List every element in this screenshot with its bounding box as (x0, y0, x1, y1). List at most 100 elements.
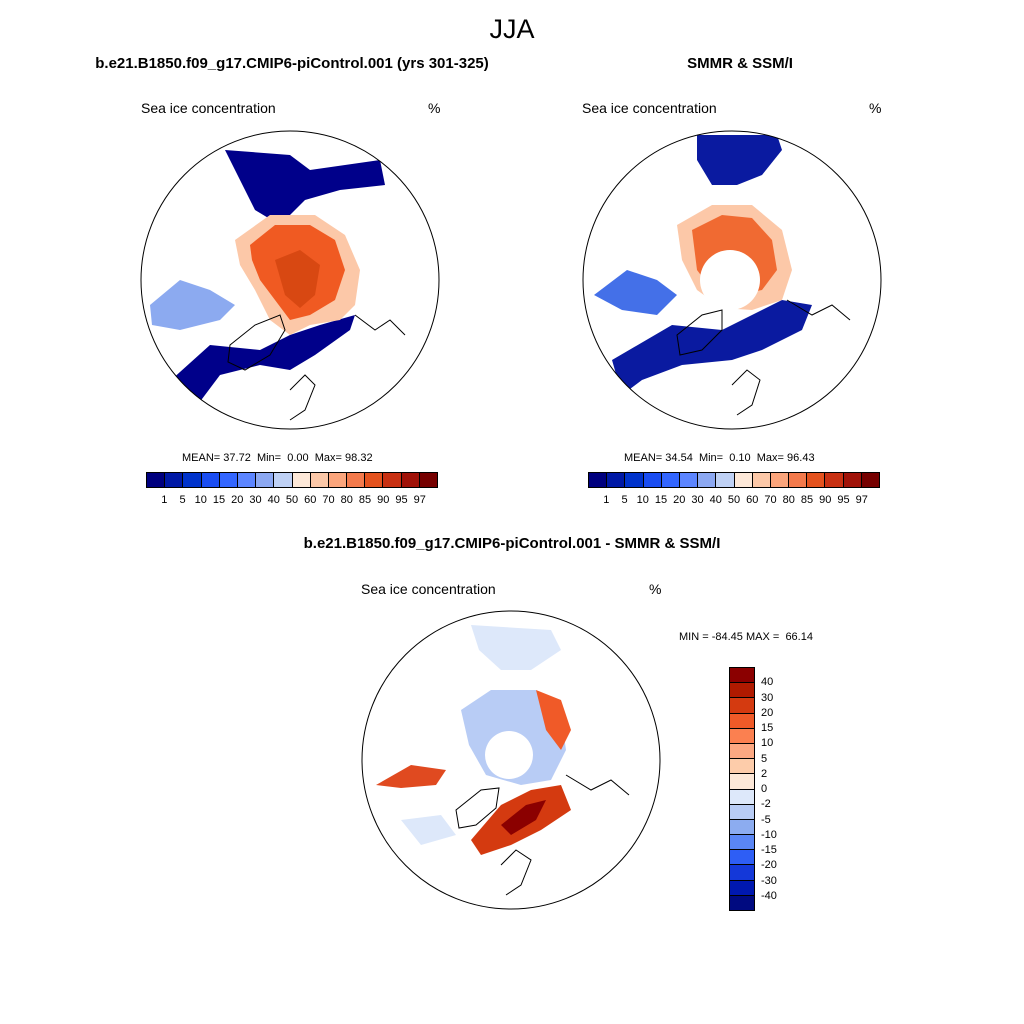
panel1-max-value: 98.32 (345, 452, 373, 464)
panel2-colorbar-swatch (679, 473, 699, 487)
panel1-min-value: 0.00 (287, 452, 309, 464)
panel3-colorbar-tick-label: 30 (761, 691, 774, 704)
panel2-colorbar-tick-label: 50 (727, 494, 741, 506)
panel3-colorbar-swatch (730, 743, 754, 760)
panel3-diff-barents-core (501, 800, 546, 835)
panel2-coastline-greenland (676, 309, 723, 356)
panel1-coastline-scandinavia (289, 374, 316, 421)
panel1-units: % (428, 100, 441, 116)
panel3-colorbar-swatch (730, 728, 754, 744)
panel1-colorbar-swatch (147, 473, 166, 487)
panel3-coastline-siberia (565, 774, 630, 796)
panel2-units: % (869, 100, 882, 116)
panel2-map (582, 130, 882, 430)
panel3-colorbar-swatch (730, 804, 754, 820)
panel1-ice-pacific (225, 150, 385, 225)
panel3-colorbar-tick-label: -5 (761, 813, 771, 826)
panel1-colorbar-tick-label: 1 (161, 494, 168, 506)
panel2-min-label: Min= (698, 452, 724, 464)
panel1-colorbar-tick-label: 60 (304, 494, 317, 506)
panel1-colorbar-swatch (401, 473, 420, 487)
panel3-colorbar-tick-label: 2 (761, 767, 768, 780)
panel1-colorbar-tick-label: 80 (340, 494, 353, 506)
panel1-coastline-siberia (354, 314, 406, 336)
panel2-ice-atlantic (612, 300, 812, 395)
panel2-colorbar-swatch (716, 473, 735, 487)
panel1-colorbar-swatch (419, 473, 437, 487)
panel2-coastline-siberia (786, 299, 851, 321)
panel3-colorbar-swatch (730, 774, 754, 790)
panel2-colorbar-tick-label: 40 (709, 494, 722, 506)
panel3-colorbar-swatch (730, 819, 754, 836)
panel2-colorbar-tick-label: 85 (800, 494, 814, 506)
panel1-colorbar-swatch (292, 473, 311, 487)
panel1-max-label: Max= (314, 452, 342, 464)
panel2-colorbar-tick-label: 80 (782, 494, 795, 506)
panel1-ice-core (275, 250, 320, 308)
panel3-colorbar-swatch (730, 895, 754, 910)
panel2-colorbar-swatch (861, 473, 879, 487)
panel2-colorbar-swatch (698, 473, 717, 487)
panel3-colorbar-tick-label: -20 (761, 859, 777, 872)
panel3-colorbar-swatch (730, 880, 754, 896)
panel3-colorbar-tick-label: 40 (761, 676, 774, 689)
panel3-colorbar-swatch (730, 683, 754, 699)
panel1-variable: Sea ice concentration (141, 100, 276, 116)
panel2-variable: Sea ice concentration (582, 100, 717, 116)
panel3-colorbar-swatch (730, 698, 754, 714)
panel1-colorbar-tick-label: 40 (267, 494, 280, 506)
panel1-title: b.e21.B1850.f09_g17.CMIP6-piControl.001 … (95, 55, 489, 72)
panel1-colorbar-tick-label: 10 (194, 494, 207, 506)
panel3-colorbar-swatch (730, 850, 754, 866)
panel2-colorbar (588, 472, 880, 488)
panel3-diff-pacific (471, 625, 561, 670)
panel2-colorbar-tick-label: 90 (819, 494, 832, 506)
panel3-colorbar-swatch (730, 668, 754, 684)
panel3-colorbar-swatch (730, 835, 754, 851)
panel3-variable: Sea ice concentration (361, 581, 496, 597)
panel3-colorbar-tick-label: -10 (761, 828, 777, 841)
panel1-colorbar-tick-label: 85 (358, 494, 372, 506)
panel3-colorbar-tick-label: -2 (761, 798, 771, 811)
panel3-diff-baffin (376, 765, 446, 788)
panel1-colorbar-tick-label: 50 (285, 494, 299, 506)
panel1-coastline-greenland (227, 314, 286, 371)
panel2-colorbar-tick-label: 30 (691, 494, 704, 506)
panel3-max-label: MAX = (745, 631, 780, 643)
panel2-colorbar-swatch (752, 473, 771, 487)
panel3-max-value: 66.14 (785, 631, 813, 643)
panel1-colorbar-tick-label: 15 (212, 494, 226, 506)
panel2-mean-label: MEAN= (624, 452, 663, 464)
panel1-mean-label: MEAN= (182, 452, 221, 464)
panel2-max-label: Max= (756, 452, 784, 464)
panel2-colorbar-tick-label: 10 (636, 494, 649, 506)
panel1-colorbar-tick-label: 95 (395, 494, 408, 506)
panel2-colorbar-labels: 1 5 10 15 20 30 40 50 60 70 80 85 90 95 97 (588, 494, 880, 508)
panel2-colorbar-tick-label: 95 (837, 494, 850, 506)
panel3-colorbar-tick-label: 0 (761, 783, 768, 795)
panel1-stats: MEAN= 37.72 Min= 0.00 Max= 98.32 (182, 452, 373, 464)
panel2-colorbar-swatch (589, 473, 608, 487)
panel1-colorbar-tick-label: 70 (322, 494, 335, 506)
panel3-min-label: MIN = (679, 631, 709, 643)
panel3-units: % (649, 581, 662, 597)
panel1-colorbar-swatch (256, 473, 275, 487)
panel3-colorbar-labels: 40 30 20 15 10 5 2 0 -2 -5 -10 -15 -20 -30 -40 (761, 667, 801, 911)
panel3-colorbar-tick-label: -15 (761, 844, 777, 856)
panel2-colorbar-swatch (661, 473, 680, 487)
panel2-colorbar-swatch (807, 473, 826, 487)
panel1-colorbar-tick-label: 30 (249, 494, 262, 506)
panel2-colorbar-tick-label: 60 (746, 494, 759, 506)
panel1-ice-atlantic (160, 315, 355, 415)
panel2-colorbar-tick-label: 20 (673, 494, 686, 506)
panel3-colorbar-swatch (730, 865, 754, 881)
panel2-pole-hole (700, 250, 760, 310)
panel2-ice-baffin (594, 270, 677, 315)
panel3-coastline-greenland (455, 787, 500, 829)
panel2-colorbar-swatch (607, 473, 626, 487)
panel1-colorbar-swatch (383, 473, 402, 487)
panel2-colorbar-swatch (789, 473, 808, 487)
panel3-colorbar-swatch (730, 713, 754, 729)
panel3-colorbar-tick-label: 10 (761, 737, 774, 750)
panel2-colorbar-swatch (625, 473, 644, 487)
